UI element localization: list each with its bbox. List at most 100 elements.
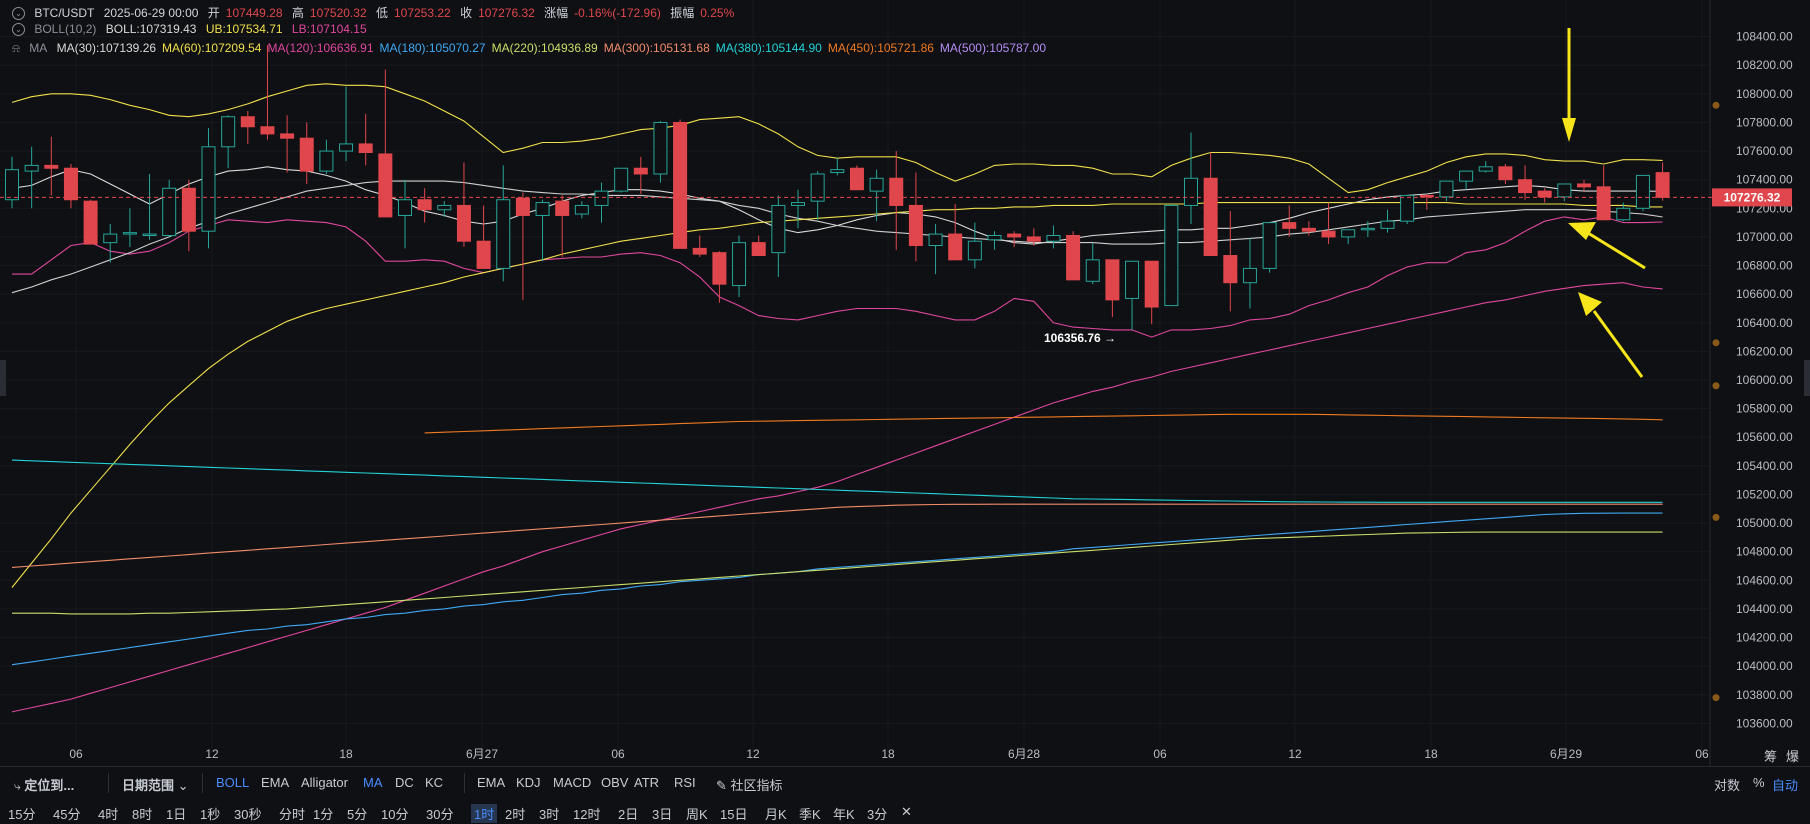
timeframe-2[interactable]: 4时 <box>98 807 119 822</box>
candle-up <box>122 232 137 235</box>
candle-up <box>732 242 747 287</box>
timeframe-19[interactable]: 15日 <box>720 807 748 822</box>
timeframe-16[interactable]: 2日 <box>618 807 639 822</box>
candle-up <box>201 146 216 232</box>
collapse-icon[interactable]: ⌄ <box>12 7 25 21</box>
time-axis[interactable]: 06 12 18 6月27 06 12 18 6月28 06 12 18 6月29 06 <box>69 747 1709 761</box>
timeframe-20[interactable]: 月K <box>765 807 787 822</box>
timeframe-6[interactable]: 30秒 <box>234 807 262 822</box>
timeframe-9[interactable]: 5分 <box>347 807 368 822</box>
timeframe-21[interactable]: 季K <box>799 807 821 822</box>
sub-indicator-macd[interactable]: MACD <box>553 775 592 790</box>
timeframe-22[interactable]: 年K <box>833 807 855 822</box>
price-tick-label: 108400.00 <box>1736 30 1793 44</box>
arrow-head <box>1568 222 1596 240</box>
candle-up <box>1341 229 1356 238</box>
percent-scale-button[interactable]: % <box>1753 775 1765 790</box>
candle-up <box>1360 227 1375 231</box>
timeframe-4[interactable]: 1日 <box>166 807 187 822</box>
sub-indicator-atr[interactable]: ATR <box>634 775 660 790</box>
time-tick-label: 18 <box>881 747 895 761</box>
line-ma380 <box>11 459 1663 503</box>
indicator-kc[interactable]: KC <box>425 775 444 790</box>
candle-up <box>967 240 982 261</box>
candle-down <box>948 233 963 261</box>
time-tick-label: 12 <box>205 747 219 761</box>
candle-down <box>1007 233 1022 238</box>
bell-icon[interactable]: ⍾ <box>12 41 20 55</box>
ma-value: MA(180):105070.27 <box>379 41 486 55</box>
candle-down <box>44 164 59 169</box>
timeframe-10[interactable]: 10分 <box>381 807 409 822</box>
ma-values: MA(30):107139.26 MA(60):107209.54 MA(120):… <box>57 41 1052 55</box>
timeframe-12[interactable]: 1时 <box>471 804 498 823</box>
indicator-ma[interactable]: MA <box>363 775 383 790</box>
time-tick-label: 06 <box>1695 747 1709 761</box>
candle-down <box>1105 259 1120 301</box>
indicator-lines <box>11 83 1663 713</box>
price-tick-label: 105400.00 <box>1736 459 1793 473</box>
line-ub <box>11 83 1663 194</box>
timeframe-14[interactable]: 3时 <box>539 807 560 822</box>
close-icon[interactable]: ✕ <box>901 804 912 819</box>
amp-value: 0.25% <box>700 6 735 20</box>
candle-up <box>1046 234 1061 242</box>
candle-up <box>830 169 845 174</box>
timeframe-17[interactable]: 3日 <box>652 807 673 822</box>
candle-up <box>437 204 452 211</box>
locate-button[interactable]: ⤷ 定位到... <box>14 778 75 793</box>
indicator-alligator[interactable]: Alligator <box>301 775 348 790</box>
auto-scale-button[interactable]: 自动 <box>1772 778 1799 793</box>
date-range-button[interactable]: 日期范围 ⌄ <box>122 778 189 793</box>
line-lb <box>12 216 1663 338</box>
liquidation-button[interactable]: 爆 <box>1786 749 1800 764</box>
time-tick-label: 06 <box>611 747 625 761</box>
timeframe-11[interactable]: 30分 <box>426 807 454 822</box>
right-panel-toggle[interactable] <box>1804 360 1810 396</box>
sub-indicator-kdj[interactable]: KDJ <box>516 775 541 790</box>
timeframe-1[interactable]: 45分 <box>53 807 81 822</box>
candle-down <box>1203 177 1218 257</box>
price-axis[interactable]: 103600.00 103800.00 104000.00 104200.00 1044… <box>1709 0 1793 766</box>
price-tick-label: 106600.00 <box>1736 287 1793 301</box>
collapse-icon[interactable]: ⌄ <box>12 23 25 37</box>
timeframe-3[interactable]: 8时 <box>132 807 153 822</box>
amp-label: 振幅 <box>670 6 695 20</box>
candle-down <box>889 177 904 206</box>
close-label: 收 <box>460 6 473 20</box>
timeframe-5[interactable]: 1秒 <box>200 807 221 822</box>
left-panel-toggle[interactable] <box>0 360 6 396</box>
indicator-ema[interactable]: EMA <box>261 775 290 790</box>
ma-value: MA(220):104936.89 <box>491 41 598 55</box>
log-scale-button[interactable]: 对数 <box>1714 778 1741 793</box>
community-indicators-button[interactable]: ✎ 社区指标 <box>716 778 783 793</box>
timeframe-0[interactable]: 15分 <box>8 807 36 822</box>
price-tick-label: 108200.00 <box>1736 58 1793 72</box>
ma-name[interactable]: MA <box>29 41 48 55</box>
candle-down <box>1301 227 1316 232</box>
timeframe-13[interactable]: 2时 <box>505 807 526 822</box>
candle-down <box>751 242 766 257</box>
indicator-boll[interactable]: BOLL <box>216 775 250 790</box>
sub-indicator-rsi[interactable]: RSI <box>674 775 696 790</box>
timeframe-23[interactable]: 3分 <box>867 807 888 822</box>
sub-indicator-obv[interactable]: OBV <box>601 775 629 790</box>
candle-down <box>1223 255 1238 284</box>
line-ma60 <box>11 202 1663 588</box>
indicator-dc[interactable]: DC <box>395 775 414 790</box>
sub-indicator-ema[interactable]: EMA <box>477 775 506 790</box>
boll-mid: BOLL:107319.43 <box>105 22 197 36</box>
candle-up <box>791 202 805 206</box>
timeframe-15[interactable]: 12时 <box>573 807 601 822</box>
timeframe-7[interactable]: 分时 <box>279 807 306 822</box>
candle-down <box>280 133 295 139</box>
chips-button[interactable]: 筹 <box>1764 749 1778 764</box>
timeframe-18[interactable]: 周K <box>686 807 708 822</box>
timeframe-8[interactable]: 1分 <box>313 807 334 822</box>
change-label: 涨幅 <box>544 6 569 20</box>
price-tick-label: 104600.00 <box>1736 573 1793 587</box>
time-tick-label: 06 <box>1153 747 1167 761</box>
edit-icon: ✎ <box>716 778 727 793</box>
boll-name[interactable]: BOLL(10,2) <box>34 22 97 36</box>
